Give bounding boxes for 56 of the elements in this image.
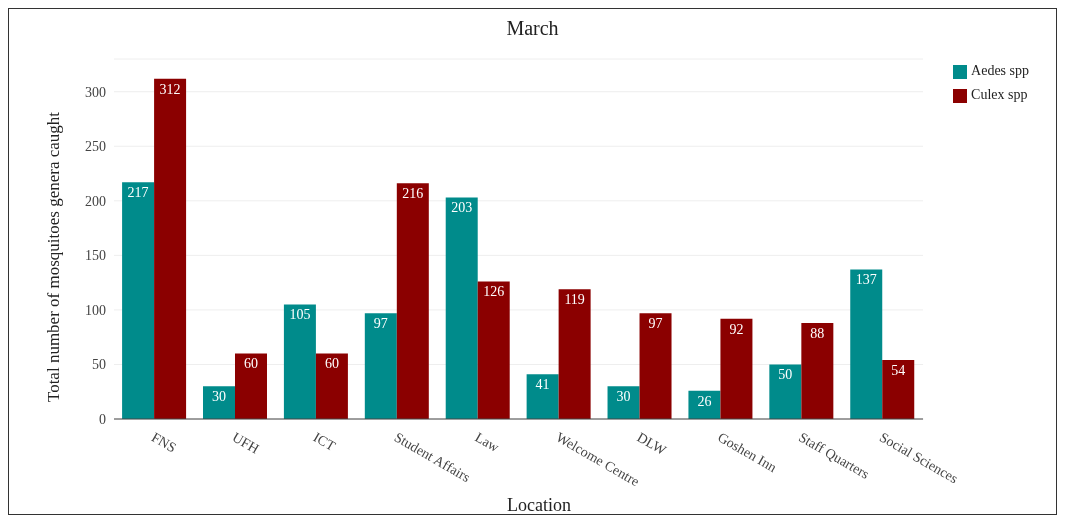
legend-label: Culex spp: [971, 87, 1028, 102]
bar: [477, 281, 510, 419]
bar: [283, 304, 316, 419]
data-label: 60: [244, 356, 258, 372]
data-label: 126: [483, 284, 505, 300]
x-tick-label: ICT: [310, 429, 339, 455]
data-label: 203: [451, 200, 473, 216]
y-tick-label: 200: [85, 193, 106, 209]
data-label: 137: [855, 272, 877, 288]
bar: [639, 313, 672, 419]
data-label: 97: [373, 316, 388, 332]
data-label: 88: [810, 325, 825, 341]
y-tick-label: 100: [85, 302, 106, 318]
y-tick-label: 150: [85, 248, 106, 264]
data-label: 97: [648, 316, 663, 332]
data-label: 26: [697, 393, 712, 409]
data-label: 41: [535, 377, 550, 393]
data-label: 217: [127, 185, 149, 201]
bar: [801, 323, 834, 419]
bar: [315, 353, 348, 419]
y-axis-title: Total number of mosquitoes genera caught: [44, 111, 64, 403]
bar: [850, 269, 883, 419]
data-label: 312: [159, 81, 181, 97]
data-label: 50: [778, 367, 793, 383]
bar: [445, 197, 478, 419]
x-tick-label: DLW: [634, 429, 670, 459]
data-label: 105: [289, 307, 311, 323]
x-axis-title: Location: [506, 495, 572, 516]
bar: [558, 289, 591, 419]
x-tick-label: UFH: [229, 429, 262, 457]
data-label: 30: [616, 389, 631, 405]
data-label: 216: [402, 186, 424, 202]
data-label: 54: [891, 363, 906, 379]
bar: [720, 318, 753, 419]
bar: [203, 386, 235, 419]
bar: [396, 183, 429, 419]
y-tick-label: 50: [92, 357, 106, 373]
bar: [235, 353, 267, 419]
bar: [364, 313, 397, 419]
x-tick-label: FNS: [148, 429, 179, 456]
y-tick-label: 250: [85, 139, 106, 155]
legend-label: Aedes spp: [971, 63, 1029, 78]
bar: [769, 364, 802, 419]
bar: [607, 386, 640, 419]
bar: [526, 374, 559, 419]
y-tick-label: 0: [99, 411, 106, 427]
bar: [882, 360, 915, 419]
data-label: 119: [564, 292, 585, 308]
bar: [122, 182, 155, 419]
data-label: 30: [212, 389, 226, 405]
x-tick-label: Law: [472, 429, 503, 456]
data-label: 60: [324, 356, 339, 372]
bar: [154, 78, 187, 419]
chart-title: March: [505, 17, 560, 40]
data-label: 92: [729, 321, 744, 337]
y-tick-label: 300: [85, 84, 106, 100]
